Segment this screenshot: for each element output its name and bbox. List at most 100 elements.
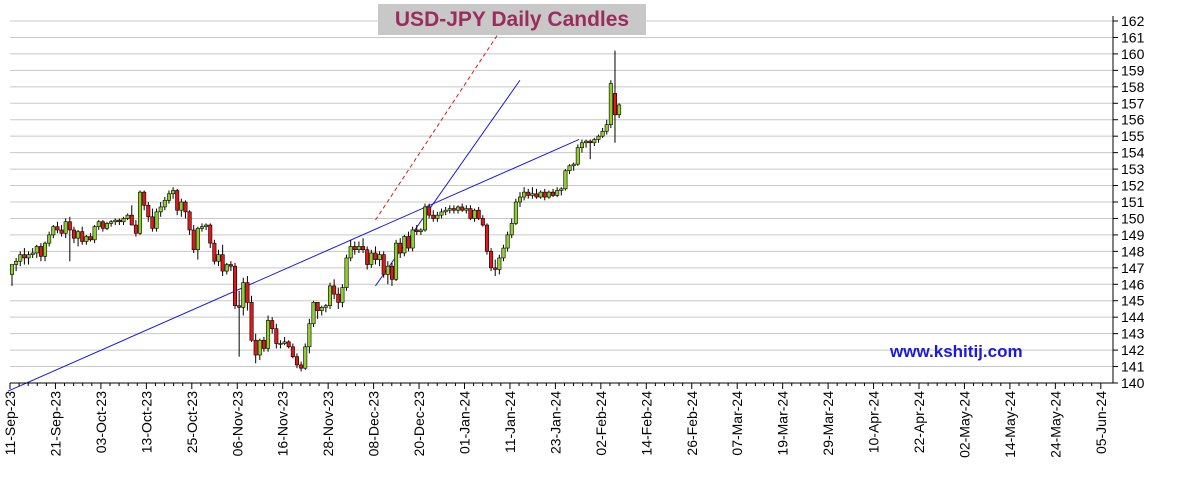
y-tick-label-142: 142 — [1121, 342, 1145, 358]
grid-lines — [10, 20, 1113, 384]
candle-body — [563, 170, 568, 190]
candle-117 — [493, 259, 498, 277]
candle-body — [158, 206, 163, 213]
candle-body — [592, 139, 597, 144]
candle-135 — [567, 164, 572, 175]
candle-28 — [125, 213, 130, 221]
candle-97 — [410, 226, 415, 252]
candle-body — [555, 190, 560, 196]
candle-65 — [278, 340, 283, 349]
candle-body — [88, 236, 93, 241]
candle-70 — [299, 361, 304, 372]
candle-body — [451, 208, 456, 211]
candle-38 — [166, 190, 171, 204]
candle-51 — [220, 244, 225, 277]
candle-body — [356, 246, 361, 251]
x-tick-label-7: 28-Nov-23 — [320, 391, 336, 457]
candle-body — [138, 191, 143, 234]
candle-46 — [199, 223, 204, 232]
candle-body — [220, 254, 225, 272]
trendline-2 — [375, 17, 510, 221]
candles — [10, 50, 622, 372]
candle-62 — [266, 315, 271, 352]
candle-body — [10, 264, 15, 275]
candle-body — [179, 201, 184, 211]
chart-title: USD-JPY Daily Candles — [394, 8, 630, 31]
candle-136 — [571, 162, 576, 171]
candle-101 — [427, 203, 432, 219]
candle-125 — [526, 188, 531, 199]
candle-9 — [47, 231, 52, 247]
axes — [10, 16, 1114, 384]
candle-127 — [534, 188, 539, 199]
candle-body — [447, 208, 452, 211]
candle-body — [162, 200, 167, 208]
candle-body — [171, 190, 176, 195]
candle-123 — [517, 192, 522, 207]
candle-body — [253, 339, 258, 356]
candle-body — [257, 339, 262, 356]
candle-102 — [431, 210, 436, 222]
candle-66 — [282, 336, 287, 346]
candle-body — [542, 191, 547, 198]
x-tick-label-12: 23-Jan-24 — [547, 391, 563, 454]
candle-body — [166, 193, 171, 201]
candle-112 — [472, 208, 477, 222]
candle-body — [311, 302, 316, 325]
candle-10 — [51, 225, 56, 239]
candle-body — [146, 204, 151, 218]
x-tick-label-11: 11-Jan-24 — [502, 391, 518, 453]
candle-body — [559, 188, 564, 191]
candle-body — [348, 246, 353, 259]
candle-body — [406, 236, 411, 249]
candle-body — [328, 285, 333, 306]
candle-body — [18, 254, 23, 262]
candle-147 — [617, 103, 622, 119]
candle-body — [224, 264, 229, 272]
candle-82 — [348, 239, 353, 262]
candle-30 — [133, 220, 138, 237]
candle-88 — [373, 246, 378, 265]
candle-body — [472, 209, 477, 219]
candle-body — [233, 265, 238, 306]
candle-body — [489, 251, 494, 269]
candle-body — [191, 229, 196, 251]
candle-130 — [546, 190, 551, 199]
candle-33 — [146, 202, 151, 222]
candle-3 — [22, 248, 27, 265]
candle-137 — [575, 144, 580, 166]
candle-body — [575, 147, 580, 165]
candle-132 — [555, 187, 560, 198]
candle-79 — [336, 287, 341, 309]
candle-144 — [604, 119, 609, 135]
candle-body — [104, 223, 109, 229]
candle-107 — [451, 205, 456, 214]
x-axis-ticks: 11-Sep-23 21-Sep-23 03-Oct-23 13-Oct-23 25-O… — [2, 383, 1109, 458]
candle-body — [381, 254, 386, 275]
candle-body — [245, 282, 250, 303]
candle-body — [216, 254, 221, 262]
candle-body — [480, 218, 485, 226]
x-tick-label-14: 14-Feb-24 — [638, 391, 654, 456]
candle-body — [323, 305, 328, 308]
y-tick-label-152: 152 — [1121, 178, 1145, 194]
candle-86 — [365, 246, 370, 270]
candle-body — [369, 252, 374, 265]
candle-105 — [443, 206, 448, 216]
candle-body — [435, 214, 440, 219]
x-tick-label-13: 02-Feb-24 — [593, 391, 609, 456]
candle-61 — [261, 336, 266, 352]
candle-14 — [67, 216, 72, 262]
candle-body — [588, 140, 593, 144]
candle-111 — [468, 205, 473, 221]
candle-body — [464, 208, 469, 211]
candle-body — [431, 214, 436, 219]
candle-16 — [76, 229, 81, 247]
candle-body — [80, 231, 85, 242]
candle-74 — [315, 302, 320, 319]
x-tick-label-3: 13-Oct-23 — [138, 391, 154, 453]
candle-8 — [43, 241, 48, 262]
candle-body — [344, 257, 349, 288]
candle-body — [109, 221, 114, 224]
candle-body — [476, 209, 481, 219]
